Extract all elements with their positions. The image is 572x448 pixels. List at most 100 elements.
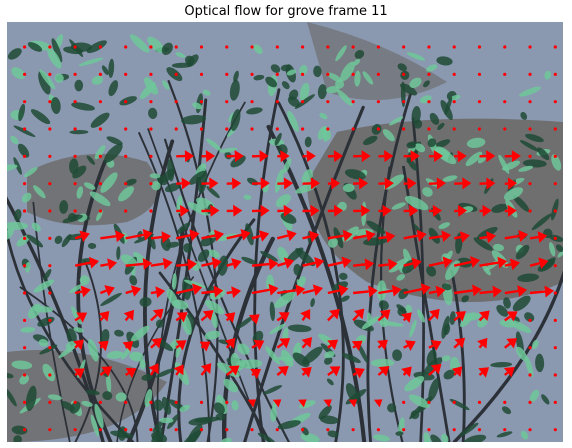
flow-dot (528, 127, 532, 131)
leaf (38, 71, 51, 95)
leaf (74, 79, 84, 92)
flow-dot (553, 318, 557, 322)
leaf (7, 372, 14, 379)
leaf (496, 304, 509, 317)
leaf (229, 79, 240, 101)
flow-dot (300, 127, 305, 131)
flow-arrow-head (260, 177, 270, 190)
leaf (76, 186, 84, 199)
flow-arrow-shaft (150, 313, 158, 322)
leaf (414, 143, 426, 153)
flow-arrow-head (409, 204, 419, 217)
branch (7, 227, 135, 442)
leaf (363, 135, 378, 146)
flow-dot (124, 72, 128, 76)
flow-dot (275, 127, 279, 131)
flow-arrow-head (342, 229, 353, 242)
leaf (541, 394, 550, 405)
flow-arrow-head (233, 204, 243, 217)
flow-arrow-head (283, 177, 294, 190)
flow-arrow (479, 150, 496, 163)
flow-dot (22, 72, 27, 76)
flow-arrow-shaft (378, 235, 387, 240)
leaf (408, 394, 430, 408)
flow-arrow-shaft (327, 344, 332, 349)
flow-arrow-head (385, 231, 396, 244)
leaf (47, 394, 62, 401)
flow-arrow (248, 314, 260, 325)
flow-arrow-head (79, 230, 90, 243)
flow-arrow-head (507, 177, 518, 190)
leaf (60, 401, 75, 412)
flow-arrow-head (329, 308, 340, 320)
flow-arrow-shaft (99, 370, 106, 376)
flow-arrow-head (107, 258, 118, 271)
leaf (537, 147, 550, 161)
flow-arrow-head (378, 366, 390, 377)
leaf (297, 276, 306, 288)
flow-dot (427, 72, 431, 76)
flow-arrow (73, 368, 85, 379)
flow-arrow-shaft (276, 316, 283, 322)
flow-arrow-head (387, 258, 398, 271)
flow-dot (553, 346, 557, 350)
leaf (371, 123, 382, 135)
flow-arrow-head (306, 150, 316, 163)
leaf (243, 194, 252, 200)
leaf (427, 138, 437, 148)
leaf (519, 140, 540, 152)
flow-dot (124, 428, 128, 432)
leaf (71, 102, 95, 111)
leaf (270, 64, 281, 73)
flow-arrow-head (373, 399, 383, 408)
flow-arrow-shaft (327, 261, 344, 267)
flow-arrow (453, 337, 466, 349)
leaf (218, 255, 229, 276)
flow-arrow (353, 204, 371, 217)
leaf (149, 173, 161, 179)
flow-dot (275, 428, 279, 432)
leaf (407, 158, 418, 171)
leaf (54, 73, 64, 83)
flow-arrow-head (213, 229, 224, 242)
flow-arrow (428, 204, 443, 217)
flow-arrow-head (430, 340, 442, 351)
leaf (204, 300, 225, 315)
flow-arrow-shaft (251, 262, 270, 267)
flow-arrow-shaft (125, 233, 145, 240)
flow-arrow (529, 285, 554, 298)
leaf (280, 64, 292, 72)
leaf (398, 288, 409, 300)
flow-dot (528, 428, 532, 432)
flow-arrow (327, 150, 344, 163)
flow-arrow-head (401, 366, 412, 378)
flow-arrow-head (361, 150, 371, 163)
flow-arrow-shaft (251, 288, 270, 295)
leaf (442, 175, 458, 182)
flow-arrow (302, 150, 316, 163)
leaf (186, 424, 203, 442)
flow-arrow-shaft (200, 315, 208, 322)
leaf (71, 306, 82, 325)
leaf (17, 143, 30, 158)
leaf (262, 385, 283, 395)
leaf (299, 82, 310, 102)
leaf (152, 419, 164, 433)
leaf (406, 52, 426, 61)
flow-arrow-shaft (302, 288, 315, 295)
leaf (441, 283, 452, 291)
flow-dot (351, 45, 355, 49)
flow-arrow-shaft (201, 290, 215, 295)
leaf (27, 303, 42, 319)
flow-dot (73, 127, 77, 131)
leaf (171, 272, 177, 290)
flow-dot (300, 100, 305, 104)
flow-arrow (529, 257, 549, 270)
flow-arrow-shaft (377, 314, 385, 322)
flow-arrow-head (234, 150, 244, 163)
leaf (443, 323, 451, 336)
leaf (409, 319, 417, 338)
leaf (432, 139, 451, 150)
flow-arrow-head (250, 368, 262, 379)
flow-arrow (428, 150, 443, 163)
